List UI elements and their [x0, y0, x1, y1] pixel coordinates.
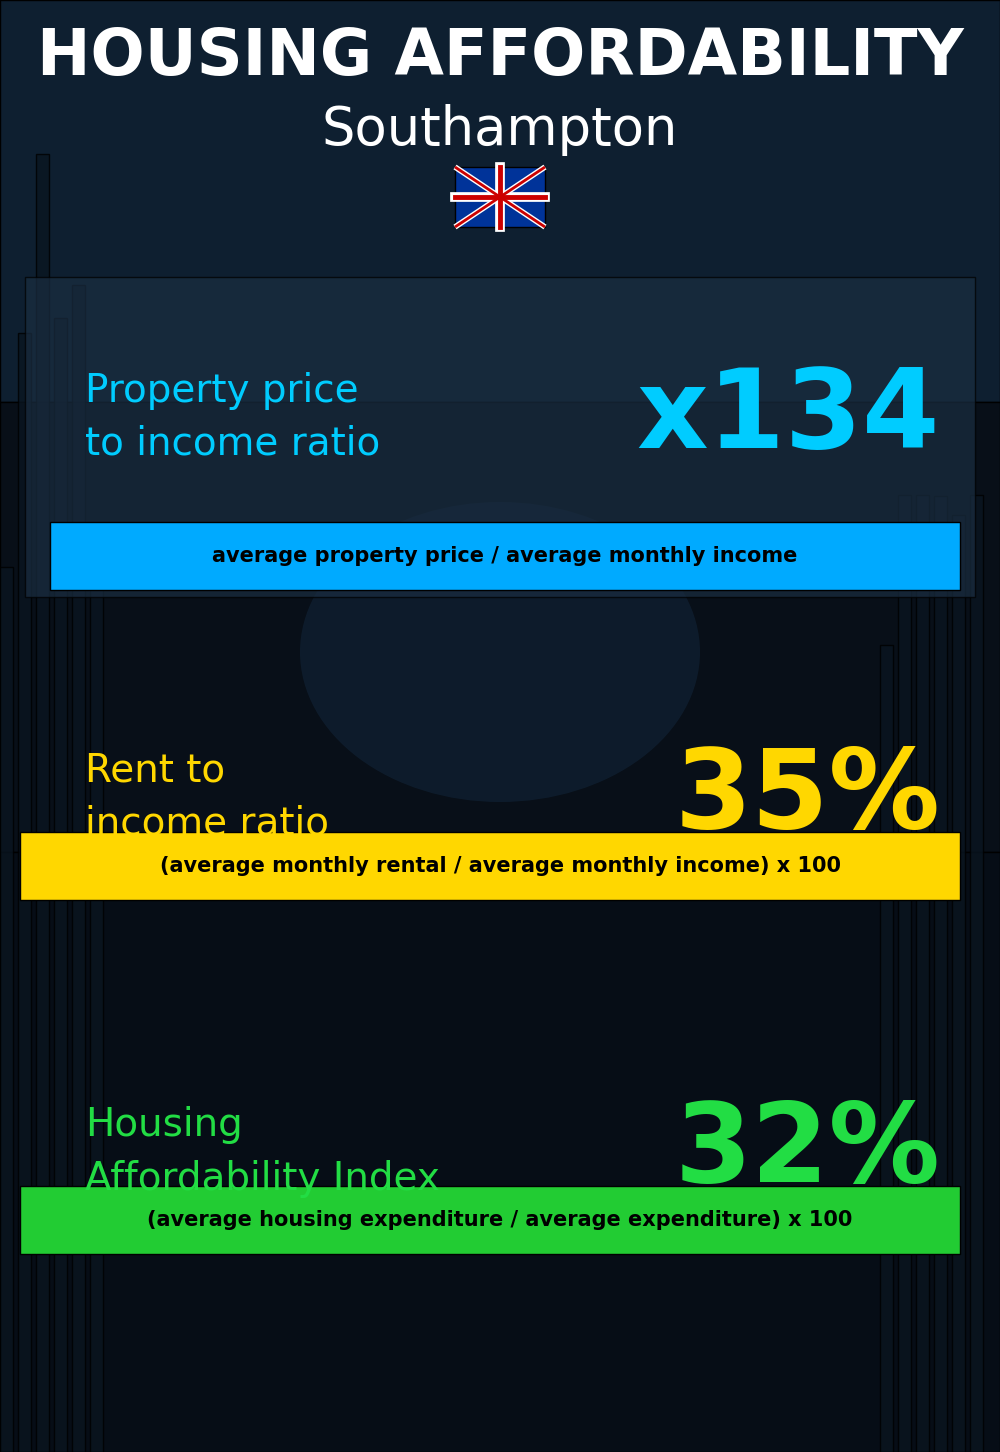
Text: Housing
Affordability Index: Housing Affordability Index	[85, 1106, 440, 1198]
FancyBboxPatch shape	[25, 277, 975, 597]
Text: HOUSING AFFORDABILITY: HOUSING AFFORDABILITY	[37, 26, 963, 89]
Text: 35%: 35%	[674, 743, 940, 851]
FancyBboxPatch shape	[0, 852, 1000, 1452]
FancyBboxPatch shape	[20, 832, 960, 900]
Text: (average monthly rental / average monthly income) x 100: (average monthly rental / average monthl…	[160, 857, 840, 876]
FancyBboxPatch shape	[880, 696, 893, 1452]
FancyBboxPatch shape	[54, 484, 67, 1452]
Text: average property price / average monthly income: average property price / average monthly…	[212, 546, 798, 566]
FancyBboxPatch shape	[20, 1186, 960, 1255]
FancyBboxPatch shape	[72, 203, 85, 1452]
FancyBboxPatch shape	[455, 167, 545, 227]
Text: 32%: 32%	[674, 1099, 940, 1205]
Text: Southampton: Southampton	[322, 105, 678, 155]
FancyBboxPatch shape	[934, 363, 947, 1452]
FancyBboxPatch shape	[0, 402, 1000, 852]
FancyBboxPatch shape	[0, 0, 1000, 402]
Text: (average housing expenditure / average expenditure) x 100: (average housing expenditure / average e…	[147, 1210, 853, 1230]
FancyBboxPatch shape	[18, 584, 31, 1452]
FancyBboxPatch shape	[0, 343, 13, 1452]
Text: x134: x134	[637, 363, 940, 470]
FancyBboxPatch shape	[898, 736, 911, 1452]
Text: Rent to
income ratio: Rent to income ratio	[85, 752, 329, 842]
Text: Property price
to income ratio: Property price to income ratio	[85, 372, 380, 463]
FancyBboxPatch shape	[970, 553, 983, 1452]
FancyBboxPatch shape	[952, 373, 965, 1452]
FancyBboxPatch shape	[50, 523, 960, 590]
Ellipse shape	[300, 502, 700, 802]
FancyBboxPatch shape	[90, 393, 103, 1452]
FancyBboxPatch shape	[36, 556, 49, 1452]
FancyBboxPatch shape	[916, 450, 929, 1452]
